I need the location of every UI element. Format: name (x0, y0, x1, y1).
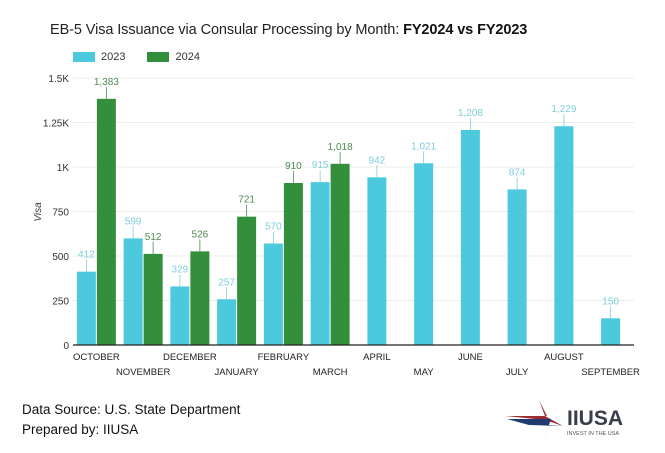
data-label-2023-april: 942 (369, 155, 386, 166)
y-tick-label: 1K (57, 163, 70, 174)
bar-2023-july (507, 189, 527, 345)
y-tick-label: 750 (52, 208, 69, 219)
bar-2023-november (123, 238, 143, 345)
bar-2023-june (460, 129, 480, 345)
x-tick-label: JUNE (458, 352, 483, 363)
data-source-text: Data Source: U.S. State Department (22, 402, 241, 417)
legend-swatch-2024 (147, 52, 170, 62)
bar-2024-november (143, 253, 163, 345)
x-tick-label: OCTOBER (73, 352, 120, 363)
chart-title: EB-5 Visa Issuance via Consular Processi… (50, 22, 527, 38)
data-label-2023-december: 329 (172, 264, 189, 275)
data-label-2023-june: 1,208 (458, 108, 483, 119)
y-tick-label: 500 (52, 252, 69, 263)
data-label-2023-january: 257 (218, 277, 235, 288)
prepared-by-text: Prepared by: IIUSA (22, 422, 139, 437)
x-tick-label: APRIL (363, 352, 390, 363)
x-tick-label: SEPTEMBER (581, 367, 640, 378)
chart-title-regular: EB-5 Visa Issuance via Consular Processi… (50, 22, 404, 38)
x-tick-label: NOVEMBER (116, 367, 171, 378)
footer: Data Source: U.S. State Department Prepa… (22, 400, 240, 440)
x-tick-label: JULY (506, 367, 529, 378)
y-tick-label: 250 (52, 297, 69, 308)
bar-2023-october (76, 271, 96, 345)
x-tick-label: MARCH (313, 367, 348, 378)
bar-2024-october (96, 98, 116, 346)
x-tick-label: FEBRUARY (258, 352, 310, 363)
x-tick-label: AUGUST (544, 352, 584, 363)
y-tick-label: 0 (63, 341, 69, 352)
bar-2024-january (237, 216, 257, 345)
legend-label-2024: 2024 (175, 51, 200, 63)
iiusa-logo: IIUSA INVEST IN THE USA (505, 400, 623, 442)
bar-2023-march (310, 182, 330, 345)
data-label-2024-february: 910 (285, 161, 302, 172)
y-axis-label: Visa (33, 202, 44, 222)
bar-2023-may (414, 163, 434, 345)
data-label-2023-february: 570 (265, 222, 282, 233)
data-label-2023-may: 1,021 (411, 141, 436, 152)
chart-title-bold: FY2024 vs FY2023 (403, 22, 528, 38)
legend-item-2024[interactable]: 2024 (147, 51, 200, 63)
legend-label-2023: 2023 (101, 51, 126, 63)
data-label-2024-december: 526 (192, 229, 209, 240)
data-label-2024-november: 512 (145, 232, 162, 243)
data-label-2024-october: 1,383 (94, 77, 119, 88)
legend-swatch-2023 (73, 52, 95, 62)
bar-2024-march (330, 163, 350, 345)
x-tick-label: DECEMBER (163, 352, 217, 363)
chart-legend: 2023 2024 (73, 51, 222, 63)
bar-2023-april (367, 177, 387, 345)
legend-item-2023[interactable]: 2023 (73, 51, 125, 63)
data-label-2023-march: 915 (312, 160, 329, 171)
y-tick-label: 1.5K (48, 74, 69, 85)
x-tick-label: JANUARY (215, 367, 260, 378)
bar-2024-february (283, 183, 303, 345)
data-label-2023-july: 874 (509, 167, 526, 178)
bar-2023-december (170, 286, 190, 345)
bar-2024-december (190, 251, 210, 345)
data-label-2023-october: 412 (78, 250, 95, 261)
data-label-2024-march: 1,018 (328, 142, 353, 153)
bar-2023-february (263, 243, 283, 345)
data-label-2023-september: 150 (602, 296, 619, 307)
data-label-2024-january: 721 (238, 195, 255, 206)
bar-2023-september (601, 318, 621, 345)
bar-chart: 0 250 500 750 1K 1.25K 1.5K Visa 412 1,383 OCTOBER… (33, 74, 640, 378)
logo-tagline: INVEST IN THE USA (567, 431, 619, 437)
data-label-2023-november: 599 (125, 216, 142, 227)
logo-name: IIUSA (567, 407, 623, 430)
y-tick-label: 1.25K (43, 119, 69, 130)
data-label-2023-august: 1,229 (551, 104, 576, 115)
bar-2023-august (554, 126, 574, 345)
x-tick-label: MAY (414, 367, 435, 378)
bar-2023-january (217, 299, 237, 345)
logo-star-blue (507, 419, 563, 442)
